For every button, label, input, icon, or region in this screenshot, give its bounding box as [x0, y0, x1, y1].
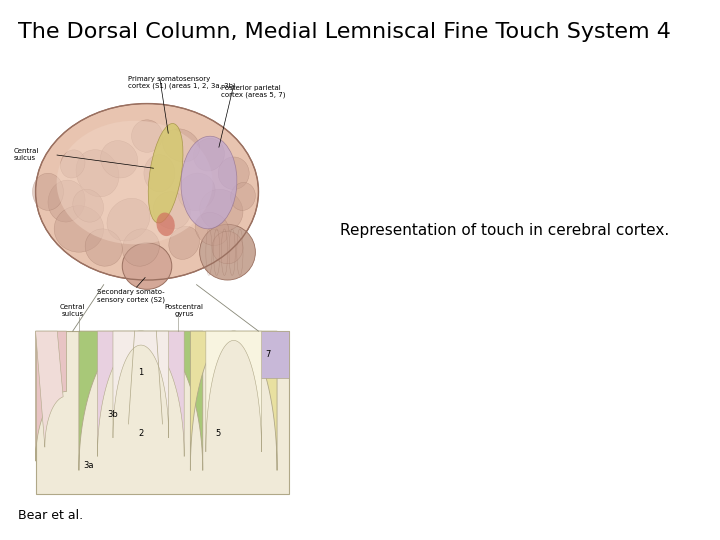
Text: Secondary somato-
sensory cortex (S2): Secondary somato- sensory cortex (S2)	[97, 289, 166, 303]
Ellipse shape	[73, 190, 104, 222]
Ellipse shape	[144, 154, 175, 192]
FancyBboxPatch shape	[258, 331, 289, 377]
Ellipse shape	[156, 213, 175, 236]
Text: 7: 7	[265, 350, 271, 359]
Ellipse shape	[212, 231, 243, 264]
Ellipse shape	[178, 173, 215, 211]
Ellipse shape	[54, 206, 104, 252]
Ellipse shape	[163, 129, 199, 162]
Polygon shape	[79, 331, 203, 470]
Text: 1: 1	[138, 368, 143, 377]
Ellipse shape	[199, 224, 256, 280]
Ellipse shape	[148, 124, 183, 223]
Ellipse shape	[230, 183, 256, 211]
Ellipse shape	[76, 150, 119, 197]
Ellipse shape	[194, 138, 225, 171]
FancyBboxPatch shape	[35, 331, 289, 494]
Ellipse shape	[218, 157, 249, 190]
Polygon shape	[35, 331, 63, 447]
Ellipse shape	[195, 212, 229, 246]
Text: Posterior parietal
cortex (areas 5, 7): Posterior parietal cortex (areas 5, 7)	[221, 85, 286, 98]
Ellipse shape	[122, 229, 159, 266]
Polygon shape	[35, 331, 66, 461]
Ellipse shape	[101, 140, 138, 178]
Text: The Dorsal Column, Medial Lemniscal Fine Touch System 4: The Dorsal Column, Medial Lemniscal Fine…	[18, 22, 671, 42]
Ellipse shape	[85, 229, 122, 266]
Text: 5: 5	[215, 429, 221, 438]
Ellipse shape	[132, 120, 163, 152]
Polygon shape	[206, 331, 261, 452]
Ellipse shape	[199, 190, 243, 232]
Polygon shape	[113, 331, 168, 438]
Ellipse shape	[181, 136, 237, 229]
Ellipse shape	[122, 243, 172, 289]
Ellipse shape	[32, 173, 63, 211]
Text: Representation of touch in cerebral cortex.: Representation of touch in cerebral cort…	[340, 222, 670, 238]
Ellipse shape	[48, 180, 85, 222]
Text: Postcentral
gyrus: Postcentral gyrus	[165, 304, 204, 317]
Ellipse shape	[168, 226, 199, 259]
Text: 2: 2	[138, 429, 143, 438]
Text: Primary somatosensory
cortex (S1) (areas 1, 2, 3a, 3b): Primary somatosensory cortex (S1) (areas…	[128, 76, 236, 89]
Polygon shape	[97, 331, 184, 456]
Text: Bear et al.: Bear et al.	[18, 509, 83, 522]
Text: 3b: 3b	[107, 410, 118, 419]
Polygon shape	[190, 331, 277, 470]
Ellipse shape	[107, 198, 150, 241]
Text: Central
sulcus: Central sulcus	[60, 304, 86, 317]
Text: 3a: 3a	[83, 461, 94, 470]
Ellipse shape	[60, 150, 85, 178]
Text: Central
sulcus: Central sulcus	[14, 148, 40, 161]
Ellipse shape	[153, 192, 190, 229]
Ellipse shape	[35, 104, 258, 280]
Ellipse shape	[57, 121, 212, 244]
